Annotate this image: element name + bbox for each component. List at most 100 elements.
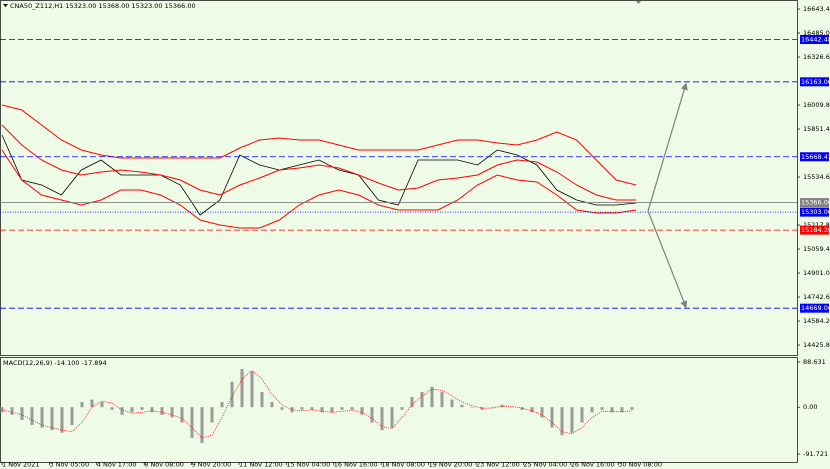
macd-bar: [330, 407, 334, 413]
chart-title: CNA50_Z112,H1 15323.00 15368.00 15323.00…: [10, 2, 196, 10]
y-tick-label: 0.00: [803, 403, 817, 411]
macd-bar: [580, 407, 584, 423]
macd-bar: [380, 407, 384, 431]
macd-bar: [230, 381, 234, 408]
macd-bar: [80, 402, 84, 408]
band-line: [1, 124, 636, 201]
x-tick-label: 4 Nov 17:00: [97, 461, 137, 469]
y-tick-label: 16009.80: [803, 101, 830, 109]
forecast-arrow: [647, 82, 688, 212]
x-tick-label: 11 Nov 12:00: [239, 461, 283, 469]
macd-bar: [590, 407, 594, 413]
macd-bar: [70, 407, 74, 426]
level-label: 15184.26: [801, 226, 830, 234]
macd-bar: [100, 402, 104, 408]
macd-bar: [470, 407, 474, 408]
macd-bar: [370, 407, 374, 423]
y-tick-label: 15851.40: [803, 125, 830, 133]
forecast-arrow: [647, 210, 688, 309]
macd-bar: [50, 407, 54, 431]
macd-bar: [220, 402, 224, 408]
macd-bar: [160, 407, 164, 415]
level-label: 15366.00: [801, 199, 830, 207]
macd-bar: [490, 407, 494, 408]
macd-bar: [390, 407, 394, 428]
level-label: 16442.48: [801, 35, 830, 43]
macd-bar: [360, 407, 364, 415]
macd-bar: [30, 407, 34, 426]
y-tick-label: 16485.00: [803, 29, 830, 37]
macd-bar: [180, 407, 184, 423]
macd-bar: [630, 407, 634, 410]
x-tick-label: 8 Nov 08:00: [144, 461, 184, 469]
level-label-box: [800, 34, 829, 44]
macd-bar: [530, 407, 534, 413]
y-tick-label: 16326.60: [803, 53, 830, 61]
x-tick-label: 26 Nov 16:00: [571, 461, 615, 469]
price-line: [1, 134, 637, 216]
macd-bar: [20, 407, 24, 420]
level-label-box: [800, 207, 829, 217]
macd-bar: [510, 407, 514, 408]
macd-bar: [410, 397, 414, 408]
macd-bar: [90, 399, 94, 408]
menu-icon: [3, 4, 8, 7]
x-tick-label: 18 Nov 08:00: [381, 461, 425, 469]
y-tick-label: 16643.40: [803, 5, 830, 13]
y-tick-label: 15059.40: [803, 245, 830, 253]
macd-title: MACD(12,26,9) -14.100 -17.894: [3, 359, 107, 367]
level-label: 15303.00: [801, 208, 830, 216]
macd-bar: [120, 407, 124, 415]
macd-bar: [610, 407, 614, 413]
signal-line: [1, 369, 633, 439]
level-label-box: [800, 77, 829, 87]
macd-bar: [400, 407, 404, 410]
macd-bar: [420, 391, 424, 408]
macd-bar: [0, 407, 4, 413]
x-tick-label: 1 Nov 2021: [2, 461, 40, 469]
y-tick-label: 15534.60: [803, 173, 830, 181]
macd-bar: [280, 407, 284, 410]
x-tick-label: 25 Nov 04:00: [523, 461, 567, 469]
macd-bar: [270, 402, 274, 408]
macd-bar: [170, 407, 174, 418]
level-label: 14669.06: [801, 304, 830, 312]
macd-bar: [300, 407, 304, 410]
macd-bar: [130, 407, 134, 413]
macd-bar: [250, 371, 254, 408]
x-tick-label: 19 Nov 20:00: [429, 461, 473, 469]
level-label: 15668.41: [801, 153, 830, 161]
macd-bar: [550, 407, 554, 428]
macd-bar: [430, 386, 434, 408]
macd-bar: [620, 407, 624, 413]
y-tick-label: -91.721: [803, 450, 828, 458]
macd-bar: [460, 404, 464, 408]
macd-bar: [200, 407, 204, 443]
macd-bar: [350, 407, 354, 410]
macd-bar: [150, 407, 154, 413]
macd-bar: [10, 407, 14, 415]
macd-bar: [210, 407, 214, 423]
macd-panel: [0, 357, 798, 463]
y-tick-label: 14742.60: [803, 293, 830, 301]
macd-bar: [540, 407, 544, 418]
x-tick-label: 9 Nov 20:00: [192, 461, 232, 469]
y-tick-label: 14425.80: [803, 341, 830, 349]
x-tick-label: 15 Nov 04:00: [286, 461, 330, 469]
y-tick-label: 14901.00: [803, 269, 830, 277]
macd-bar: [40, 407, 44, 428]
band-line: [1, 149, 637, 229]
macd-bar: [340, 407, 344, 410]
macd-bar: [320, 407, 324, 413]
macd-bar: [310, 407, 314, 410]
level-label-box: [800, 152, 829, 162]
macd-bar: [450, 399, 454, 408]
macd-bar: [60, 407, 64, 433]
macd-bar: [190, 407, 194, 438]
x-tick-label: 3 Nov 05:00: [49, 461, 89, 469]
level-label-box: [800, 303, 829, 313]
y-tick-label: 88.631: [803, 358, 826, 366]
level-label-box: [800, 198, 829, 208]
macd-bar: [110, 407, 114, 410]
